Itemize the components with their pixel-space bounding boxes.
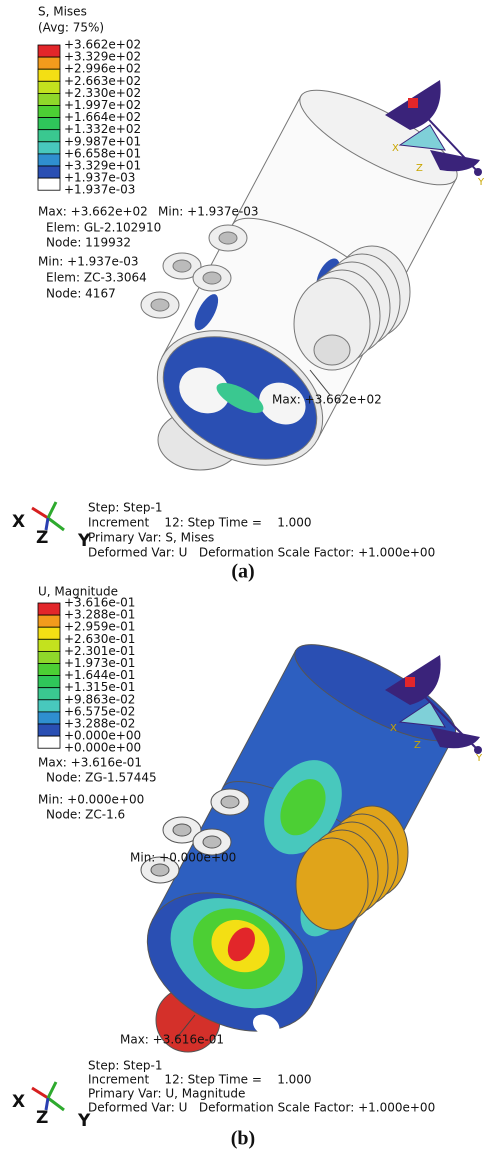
legend-title: S, Mises (38, 5, 87, 19)
orientation-label: X (390, 723, 397, 734)
legend-swatch (38, 688, 60, 700)
step-info: Step: Step-1 (88, 1059, 162, 1073)
orientation-label: Y (475, 753, 483, 764)
triad-label: Z (36, 528, 48, 548)
extreme-info: Min: +0.000e+00 (38, 793, 144, 807)
extreme-info: Elem: GL-2.102910 (46, 221, 161, 235)
legend-label: +1.937e-03 (64, 183, 135, 197)
legend-swatch (38, 639, 60, 651)
triad-a (32, 502, 64, 530)
figure: S, Mises(Avg: 75%)+3.662e+02+3.329e+02+2… (0, 0, 487, 1156)
legend-swatch (38, 69, 60, 81)
extreme-info: Node: ZC-1.6 (46, 808, 125, 822)
orientation-label: Y (477, 177, 485, 188)
step-info: Primary Var: S, Mises (88, 531, 214, 545)
legend-swatch (38, 700, 60, 712)
legend-swatch (38, 736, 60, 748)
caption: (a) (231, 561, 254, 583)
triad-label: X (12, 1092, 25, 1112)
extreme-info: Max: +3.616e-01 (38, 756, 142, 770)
extreme-info: Node: ZG-1.57445 (46, 771, 157, 785)
legend-swatch (38, 724, 60, 736)
legend-swatch (38, 118, 60, 130)
legend-swatch (38, 81, 60, 93)
triad-label: X (12, 512, 25, 532)
triad-label: Z (36, 1108, 48, 1128)
legend-swatch (38, 166, 60, 178)
triad-b (32, 1082, 64, 1110)
extreme-info: Max: +3.662e+02 (38, 205, 148, 219)
extreme-info: Node: 119932 (46, 236, 131, 250)
step-info: Step: Step-1 (88, 501, 162, 515)
legend-swatch (38, 712, 60, 724)
legend-swatch (38, 45, 60, 57)
step-info: Deformed Var: U Deformation Scale Factor… (88, 546, 435, 560)
orientation-label: Z (414, 740, 421, 751)
step-info: Primary Var: U, Magnitude (88, 1087, 245, 1101)
legend-swatch (38, 93, 60, 105)
legend-swatch (38, 676, 60, 688)
step-info: Deformed Var: U Deformation Scale Factor… (88, 1101, 435, 1115)
legend-subtitle: (Avg: 75%) (38, 21, 104, 35)
caption: (b) (231, 1128, 255, 1150)
model-annotation: Max: +3.662e+02 (272, 393, 382, 407)
legend-swatch (38, 651, 60, 663)
extreme-info: Elem: ZC-3.3064 (46, 271, 147, 285)
legend-swatch (38, 57, 60, 69)
legend-swatch (38, 615, 60, 627)
extreme-info: Node: 4167 (46, 287, 116, 301)
legend-swatch (38, 130, 60, 142)
step-info: Increment 12: Step Time = 1.000 (88, 516, 312, 530)
legend-swatch (38, 664, 60, 676)
legend-swatch (38, 142, 60, 154)
model-annotation: Max: +3.616e-01 (120, 1033, 224, 1047)
legend-swatch (38, 178, 60, 190)
legend-swatch (38, 603, 60, 615)
model-annotation: Min: +0.000e+00 (130, 851, 236, 865)
extreme-info: Min: +1.937e-03 (38, 255, 139, 269)
orientation-label: X (392, 143, 399, 154)
step-info: Increment 12: Step Time = 1.000 (88, 1073, 312, 1087)
legend-swatch (38, 106, 60, 118)
legend-label: +0.000e+00 (64, 741, 141, 755)
orientation-label: Z (416, 163, 423, 174)
model-annotation: Min: +1.937e-03 (158, 205, 259, 219)
legend-swatch (38, 627, 60, 639)
legend-swatch (38, 154, 60, 166)
